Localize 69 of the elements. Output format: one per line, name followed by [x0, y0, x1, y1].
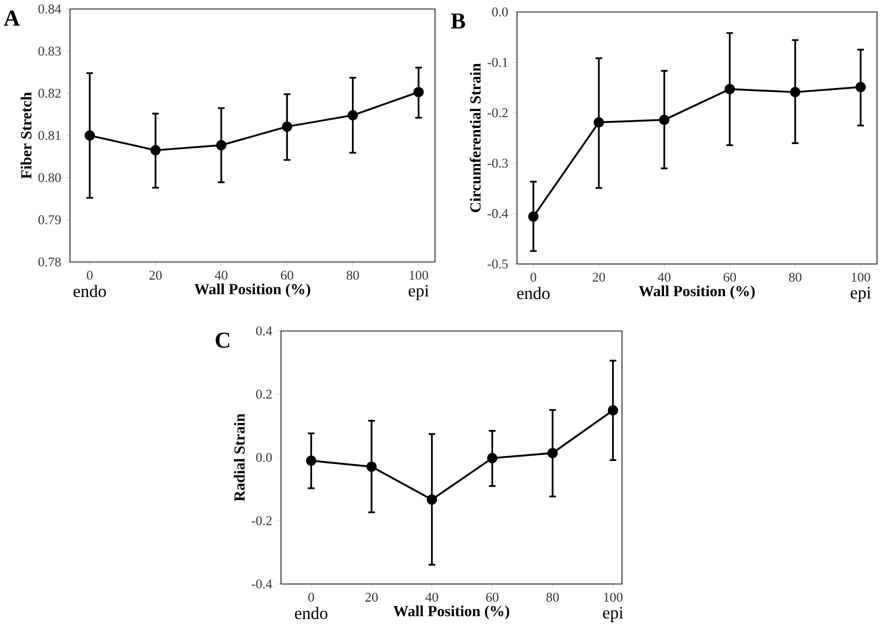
point: [150, 145, 161, 156]
point: [84, 130, 95, 141]
x-tick-label: 0: [86, 270, 93, 280]
x-axis-title: Wall Position (%): [638, 286, 755, 300]
point: [659, 114, 670, 126]
point: [528, 211, 539, 222]
x-tick-label: 60: [724, 272, 736, 282]
x-tick-label: 80: [546, 592, 559, 602]
text: epi: [408, 284, 429, 300]
y-axis-title: Fiber Stretch: [20, 92, 32, 179]
y-tick-label: 0.0: [256, 452, 272, 462]
x-axis-title: Wall Position (%): [194, 284, 310, 298]
text: endo: [74, 284, 106, 298]
x-tick-label: 100: [604, 592, 622, 602]
y-tick-label: 0.78: [38, 257, 61, 267]
point: [855, 82, 866, 92]
y-tick-label: 0.81: [38, 130, 61, 140]
x-tick-label: 60: [280, 270, 294, 280]
x-tick-label: 20: [149, 270, 162, 280]
chart-title: B: [450, 14, 466, 28]
y-axis-title: Circumferential Strain: [470, 63, 481, 212]
point: [487, 452, 498, 464]
point: [306, 455, 316, 466]
x-tick-label: 0: [308, 592, 314, 602]
y-tick-label: -0.1: [488, 58, 508, 67]
x-axis-title: Wall Position (%): [393, 606, 510, 620]
x-tick-label: 20: [592, 272, 605, 282]
point: [426, 494, 438, 505]
x-tick-label: 40: [214, 270, 228, 280]
x-tick-label: 80: [346, 270, 359, 280]
y-tick-label: -0.2: [488, 108, 508, 118]
point: [216, 140, 226, 150]
y-tick-label: 0.2: [256, 390, 272, 399]
x-tick-label: 60: [486, 592, 498, 602]
x-tick-label: 20: [365, 592, 378, 602]
y-axis-title: Radial Strain: [234, 414, 245, 502]
x-tick-label: 80: [789, 272, 802, 282]
y-tick-label: 0.79: [38, 215, 61, 224]
chart-title: A: [4, 10, 20, 26]
y-tick-label: -0.5: [488, 259, 508, 269]
y-tick-label: -0.4: [488, 209, 508, 218]
point: [790, 86, 800, 98]
text: epi: [603, 606, 624, 622]
x-tick-label: 100: [410, 270, 428, 280]
y-tick-label: 0.4: [256, 326, 272, 336]
y-tick-label: 0.84: [38, 4, 62, 14]
point: [608, 405, 618, 416]
point: [547, 448, 558, 458]
point: [724, 84, 735, 94]
x-tick-label: 40: [658, 272, 670, 282]
point: [366, 461, 377, 472]
y-tick-label: 0.0: [492, 7, 508, 17]
chart-title: C: [216, 332, 230, 348]
point: [348, 110, 358, 120]
text: epi: [850, 286, 871, 302]
text: endo: [517, 286, 550, 300]
y-tick-label: -0.3: [488, 158, 508, 168]
y-tick-label: -0.4: [252, 579, 272, 589]
text: endo: [295, 606, 328, 620]
y-tick-label: 0.80: [38, 173, 61, 182]
y-tick-label: -0.2: [252, 516, 272, 526]
x-tick-label: 0: [530, 272, 536, 282]
y-tick-label: 0.82: [38, 88, 61, 98]
point: [594, 117, 604, 128]
y-tick-label: 0.83: [38, 46, 61, 56]
point: [413, 86, 424, 98]
x-tick-label: 100: [852, 272, 870, 282]
point: [282, 121, 292, 132]
x-tick-label: 40: [425, 592, 438, 602]
